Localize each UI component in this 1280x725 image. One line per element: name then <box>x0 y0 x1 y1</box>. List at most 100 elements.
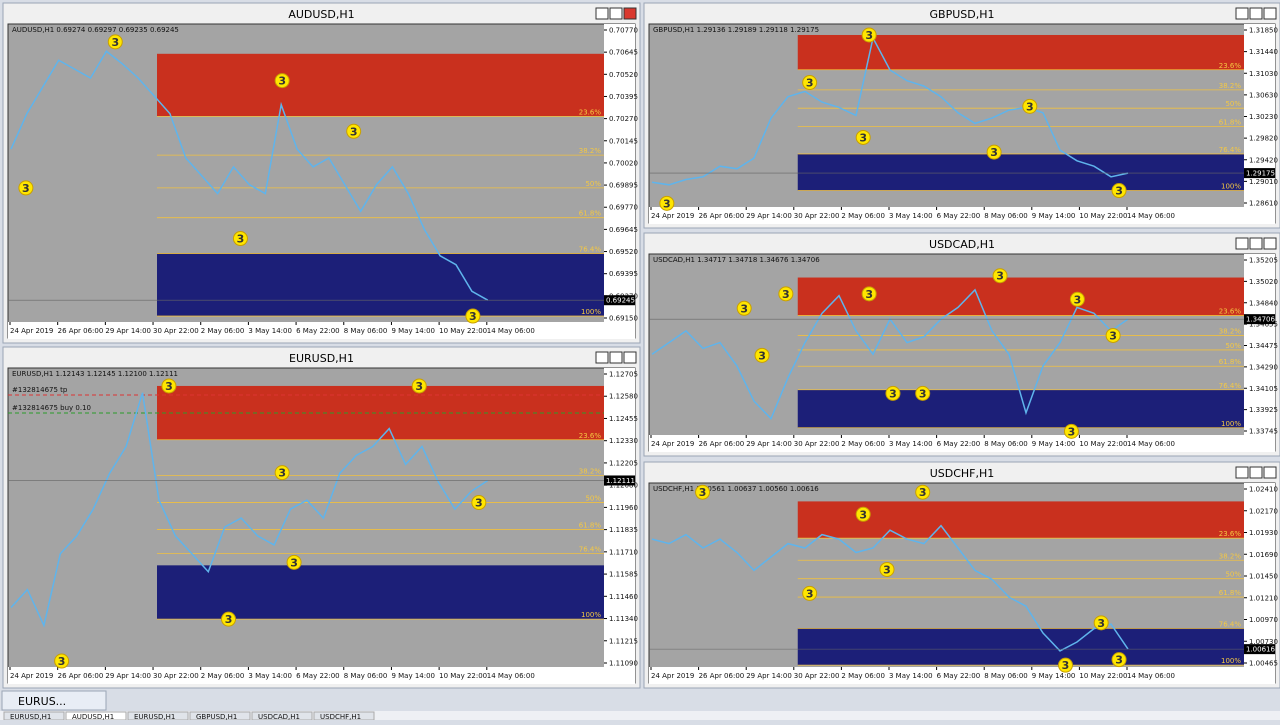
fib-label: 23.6% <box>579 432 602 440</box>
price-axis <box>604 368 635 684</box>
signal-badge-label: 3 <box>996 270 1004 283</box>
signal-badge <box>1063 423 1079 439</box>
fib-label: 50% <box>1225 571 1241 579</box>
minimized-window[interactable] <box>1 690 107 711</box>
time-tick-label: 24 Apr 2019 <box>10 672 53 680</box>
signal-badge-label: 3 <box>1115 654 1123 667</box>
time-tick-label: 26 Apr 06:00 <box>58 672 104 680</box>
price-tick-label: 1.12580 <box>609 393 638 401</box>
fib-label: 61.8% <box>1219 358 1242 366</box>
time-tick-label: 8 May 06:00 <box>344 672 388 680</box>
minimized-title: EURUS... <box>18 695 66 708</box>
signal-badge <box>346 123 362 139</box>
signal-badge <box>286 554 302 570</box>
fib-label: 38.2% <box>579 147 602 155</box>
signal-badge <box>885 385 901 401</box>
signal-badge <box>274 465 290 481</box>
signal-badge-label: 3 <box>237 233 245 246</box>
signal-badge-label: 3 <box>415 380 423 393</box>
signal-badge <box>411 378 427 394</box>
time-tick-label: 14 May 06:00 <box>1127 212 1175 220</box>
window-max-button[interactable] <box>609 351 623 364</box>
signal-badge <box>861 27 877 43</box>
signal-badge <box>1069 291 1085 307</box>
window-close-button[interactable] <box>623 7 637 20</box>
signal-badge <box>736 300 752 316</box>
time-tick-label: 29 Apr 14:00 <box>746 440 792 448</box>
signal-badge-label: 3 <box>919 486 927 499</box>
window-close-button[interactable] <box>1263 466 1277 479</box>
signal-badge-label: 3 <box>919 387 927 400</box>
signal-badge <box>802 585 818 601</box>
chart-window: GBPUSD,H1 23.6% 38.2% 50% 61.8% 76.4% 100% GBPU… <box>643 2 1280 229</box>
time-tick-label: 24 Apr 2019 <box>651 672 694 680</box>
window-close-button[interactable] <box>623 351 637 364</box>
window-max-button[interactable] <box>1249 7 1263 20</box>
signal-badge-label: 3 <box>22 182 30 195</box>
window-max-button[interactable] <box>1249 466 1263 479</box>
window-min-button[interactable] <box>595 7 609 20</box>
price-tick-label: 1.01930 <box>1249 529 1278 537</box>
signal-badge-label: 3 <box>865 288 873 301</box>
signal-badge <box>861 286 877 302</box>
fib-label: 61.8% <box>1219 589 1242 597</box>
signal-badge-label: 3 <box>663 197 671 210</box>
price-tick-label: 1.01210 <box>1249 594 1278 602</box>
time-axis <box>649 667 1244 684</box>
price-tick-label: 1.33925 <box>1249 406 1278 414</box>
window-min-button[interactable] <box>1235 237 1249 250</box>
price-tick-label: 1.31850 <box>1249 27 1278 35</box>
window-close-button[interactable] <box>1263 237 1277 250</box>
signal-badge-label: 3 <box>889 387 897 400</box>
window-close-button[interactable] <box>1263 7 1277 20</box>
current-price: 0.69245 <box>606 297 635 305</box>
window-title: AUDUSD,H1 <box>288 8 354 21</box>
signal-badge-label: 3 <box>111 36 119 49</box>
window-min-button[interactable] <box>595 351 609 364</box>
price-tick-label: 1.12455 <box>609 415 638 423</box>
time-tick-label: 3 May 14:00 <box>889 672 933 680</box>
fib-label: 100% <box>1221 420 1241 428</box>
signal-badge <box>221 611 237 627</box>
time-tick-label: 10 May 22:00 <box>1079 672 1127 680</box>
fib-label: 76.4% <box>579 545 602 553</box>
window-max-button[interactable] <box>1249 237 1263 250</box>
window-title: USDCHF,H1 <box>930 467 995 480</box>
price-tick-label: 0.69645 <box>609 226 638 234</box>
time-tick-label: 14 May 06:00 <box>487 672 535 680</box>
tab-label: USDCAD,H1 <box>258 713 300 720</box>
signal-badge-label: 3 <box>865 29 873 42</box>
price-tick-label: 0.70645 <box>609 49 638 57</box>
time-tick-label: 30 Apr 22:00 <box>153 327 199 335</box>
time-tick-label: 2 May 06:00 <box>201 327 245 335</box>
time-tick-label: 30 Apr 22:00 <box>794 212 840 220</box>
fib-label: 61.8% <box>1219 118 1242 126</box>
signal-badge <box>107 34 123 50</box>
tab-label: USDCHF,H1 <box>320 713 361 720</box>
time-tick-label: 9 May 14:00 <box>1032 440 1076 448</box>
signal-badge <box>1058 657 1073 673</box>
price-tick-label: 1.11215 <box>609 637 638 645</box>
price-axis <box>1244 254 1275 452</box>
demand-zone <box>157 565 604 620</box>
price-tick-label: 1.11090 <box>609 660 638 668</box>
price-tick-label: 1.11835 <box>609 526 638 534</box>
signal-badge-label: 3 <box>469 310 477 323</box>
demand-zone <box>797 628 1244 666</box>
fib-label: 76.4% <box>1219 146 1242 154</box>
window-max-button[interactable] <box>609 7 623 20</box>
window-min-button[interactable] <box>1235 466 1249 479</box>
signal-badge <box>1111 183 1127 199</box>
price-tick-label: 0.70520 <box>609 71 638 79</box>
current-price-box <box>1244 644 1275 655</box>
time-tick-label: 10 May 22:00 <box>439 672 487 680</box>
price-tick-label: 0.70020 <box>609 159 638 167</box>
chart-info: EURUSD,H1 1.12143 1.12145 1.12100 1.1211… <box>12 370 178 378</box>
signal-badge-label: 3 <box>1062 659 1070 672</box>
signal-badge <box>855 506 871 522</box>
demand-zone <box>797 153 1244 191</box>
price-tick-label: 1.29420 <box>1249 156 1278 164</box>
fib-label: 50% <box>585 495 601 503</box>
window-min-button[interactable] <box>1235 7 1249 20</box>
fib-label: 50% <box>1225 100 1241 108</box>
